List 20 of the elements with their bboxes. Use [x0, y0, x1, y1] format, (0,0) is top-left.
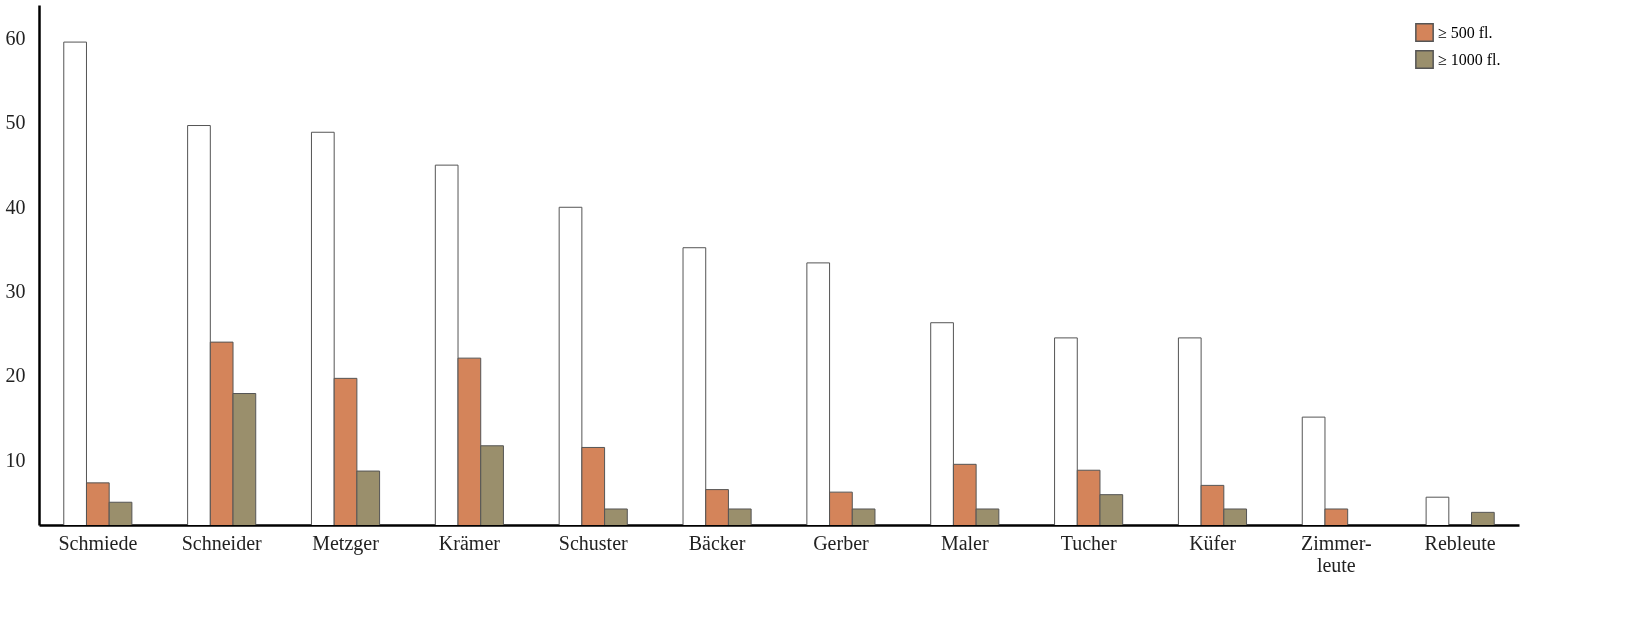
x-tick-label: Metzger	[312, 531, 380, 555]
x-tick-label: Gerber	[813, 531, 870, 554]
legend-label: ≥ 1000 fl.	[1438, 50, 1501, 68]
legend-label: ≥ 500 fl.	[1438, 23, 1493, 41]
x-tick-label: Schuster	[558, 531, 628, 554]
y-tick-label: 30	[5, 280, 26, 303]
x-tick-label: Rebleute	[1424, 531, 1496, 554]
x-tick-label: Krämer	[438, 531, 501, 554]
x-tick-label: Schmiede	[58, 531, 138, 554]
x-tick-label: Tucher	[1060, 531, 1117, 554]
y-tick-label: 60	[5, 27, 26, 50]
y-tick-label: 10	[5, 448, 26, 471]
x-tick-label: Bäcker	[688, 531, 746, 554]
y-tick-label: 40	[5, 195, 26, 218]
x-tick-label: Zimmer- leute	[1300, 531, 1372, 576]
x-tick-label: Schneider	[181, 531, 262, 554]
y-tick-label: 20	[5, 364, 26, 387]
x-tick-label: Küfer	[1189, 531, 1237, 554]
y-tick-label: 50	[5, 111, 26, 134]
x-tick-label: Maler	[940, 531, 989, 554]
